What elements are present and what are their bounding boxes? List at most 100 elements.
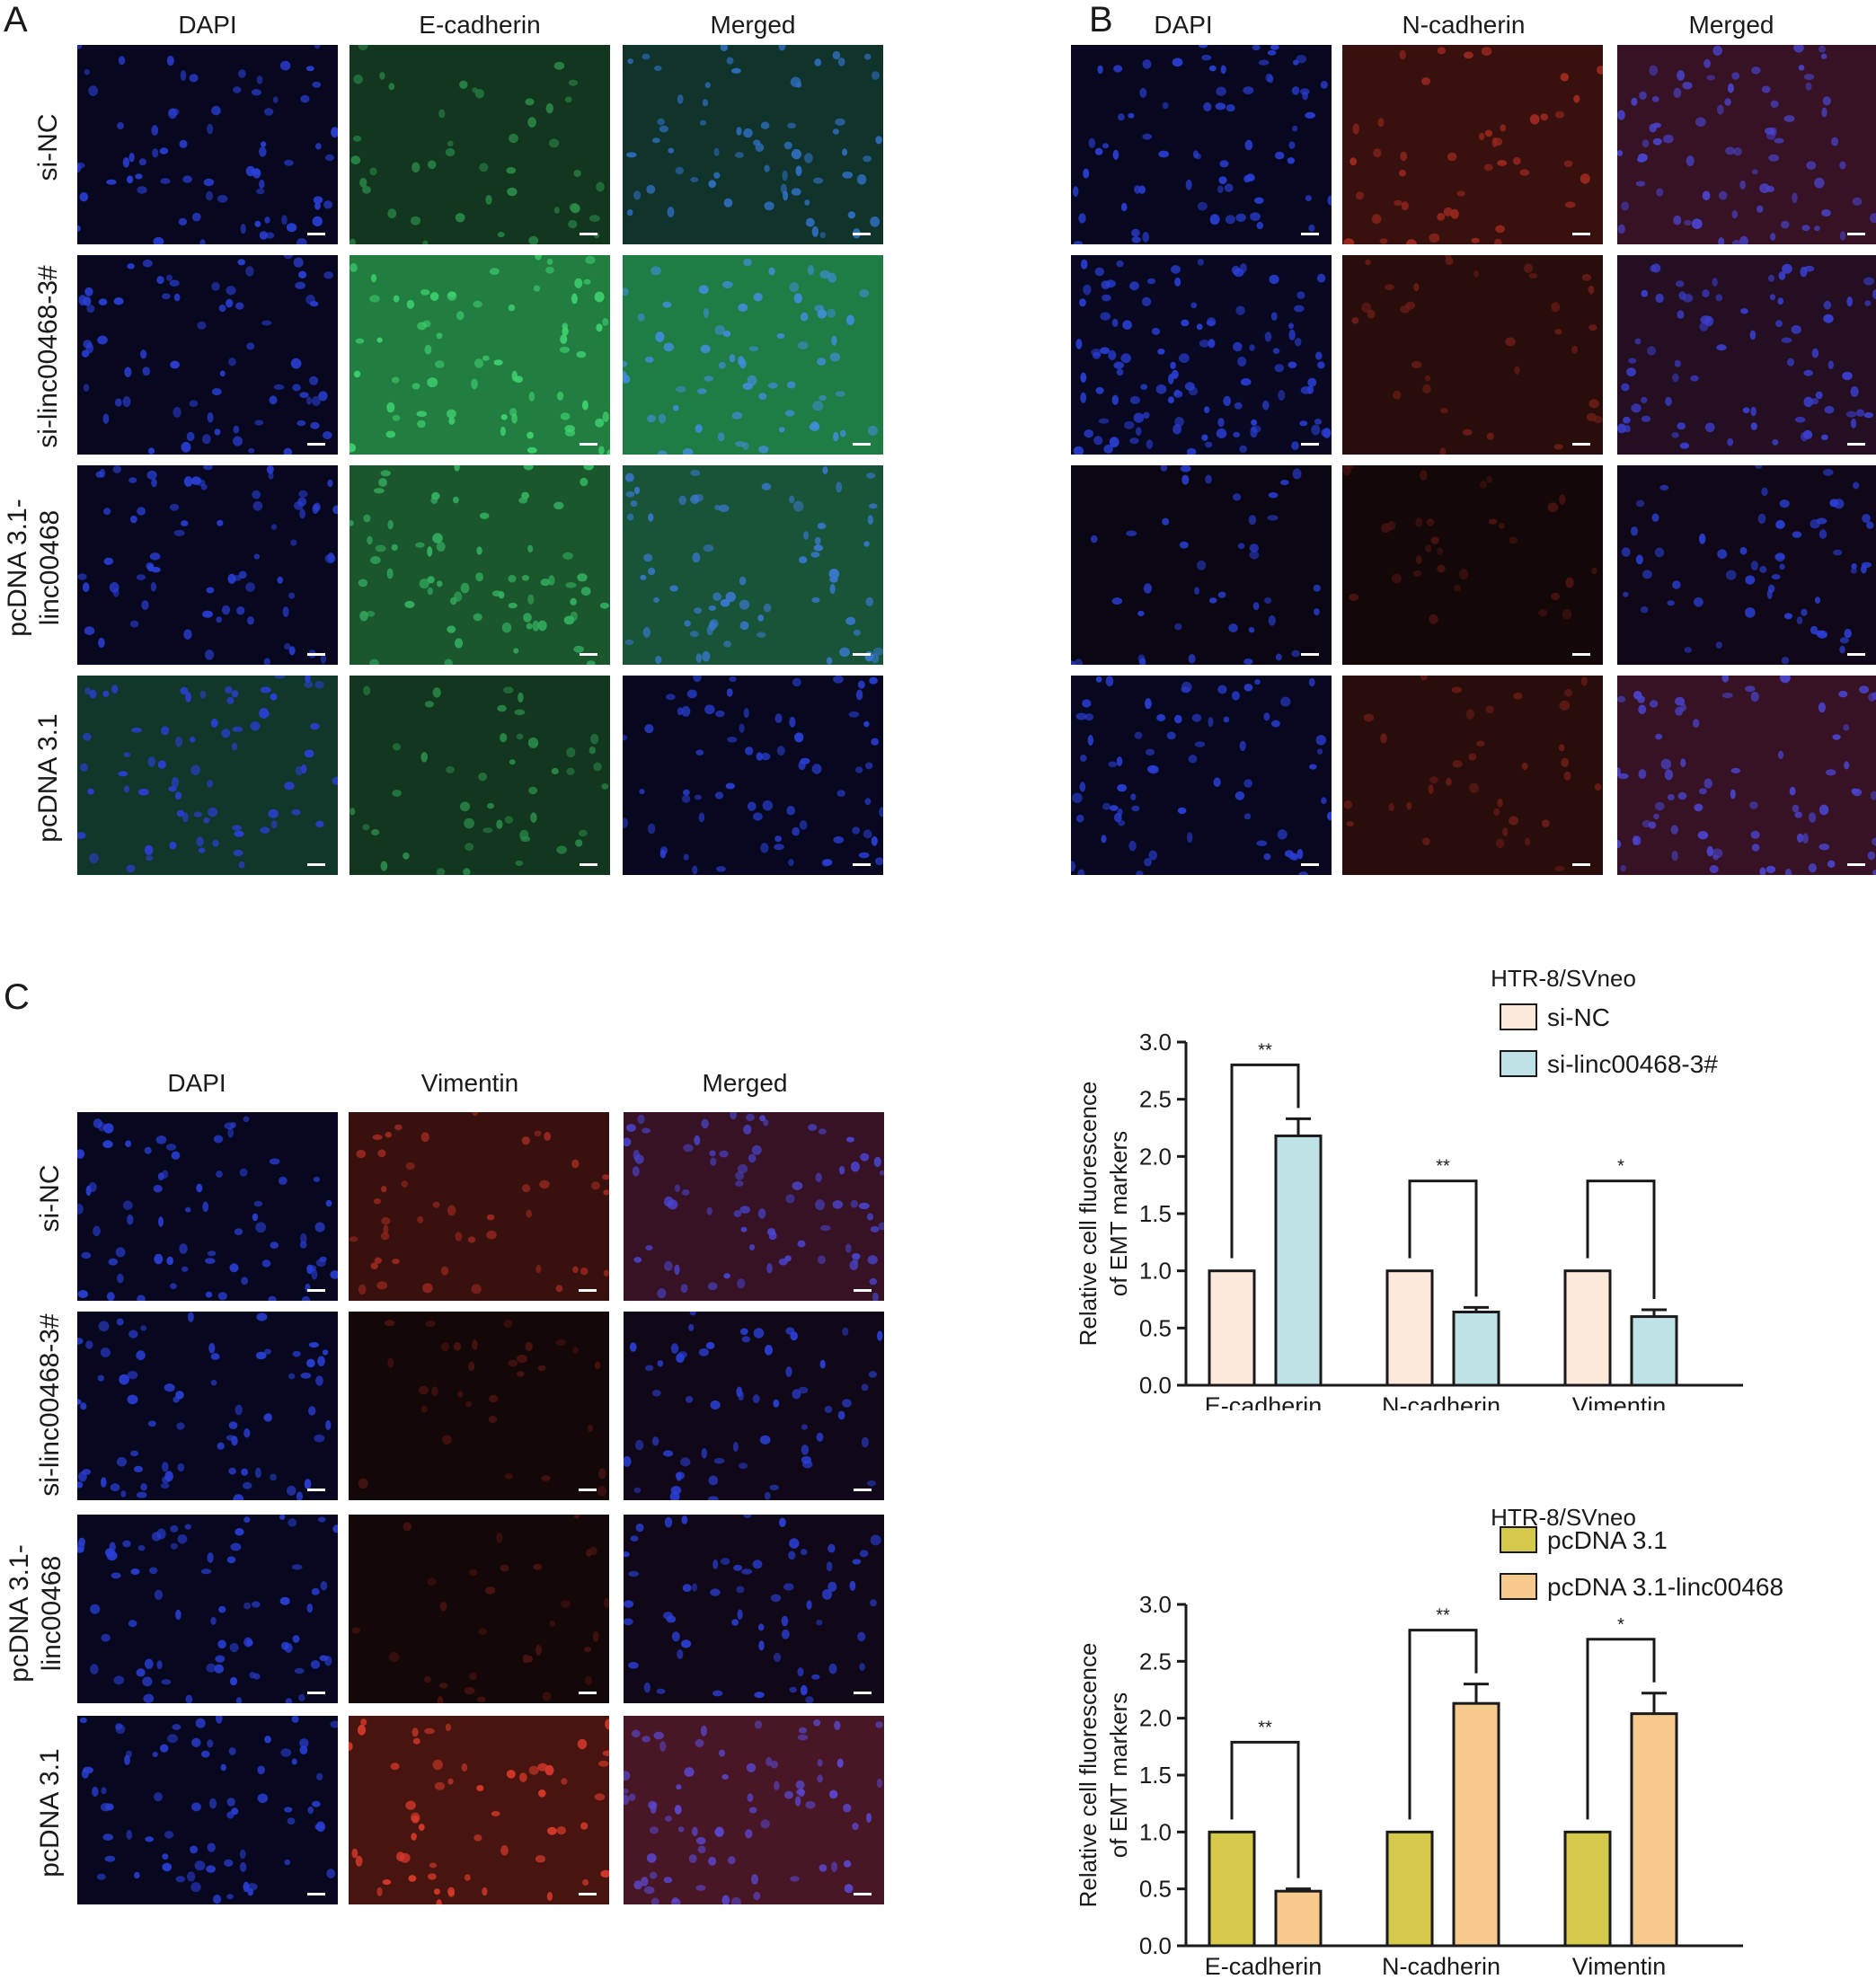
scale-bar [579,1289,597,1292]
legend-label-1: pcDNA 3.1-linc00468 [1547,1573,1783,1601]
scale-bar [1572,653,1590,656]
panel-b-micrograph-r1-c1 [1071,45,1332,244]
panel-a-micrograph-r3-c3 [623,465,883,665]
scale-bar [307,653,325,656]
y-tick-label: 1.0 [1139,1258,1172,1285]
scale-bar [1572,863,1590,866]
legend-label-0: si-NC [1547,1003,1610,1031]
bar-pcdna-3-1-e-cadherin [1209,1832,1254,1946]
y-tick-label: 1.5 [1139,1762,1172,1789]
x-tick-label-vimentin: Vimentin [1572,1392,1667,1410]
panel-c-micrograph-r3-c3 [624,1515,884,1703]
panel-a-row-pcdna-linc: pcDNA 3.1- linc00468 [2,499,66,636]
scale-bar [853,653,871,656]
panel-c-micrograph-r2-c2 [349,1312,609,1500]
legend-label-0: pcDNA 3.1 [1547,1526,1668,1554]
panel-a-micrograph-r2-c2 [350,255,610,455]
panel-c-micrograph-r1-c3 [624,1112,884,1301]
scale-bar [1847,653,1865,656]
y-tick-label: 1.5 [1139,1200,1172,1227]
scale-bar [854,1893,872,1895]
y-tick-label: 2.0 [1139,1143,1172,1170]
y-tick-label: 2.0 [1139,1705,1172,1732]
panel-b-micrograph-r4-c3 [1617,676,1876,875]
scale-bar [1847,443,1865,446]
panel-a-col-dapi: DAPI [77,11,338,40]
y-axis-label: of EMT markers [1105,1692,1132,1858]
panel-b-micrograph-r1-c3 [1617,45,1876,244]
bar-si-linc00468-3--e-cadherin [1276,1135,1321,1385]
scale-bar [1847,233,1865,235]
chart-title: HTR-8/SVneo [1491,965,1636,992]
scale-bar [579,1692,597,1694]
scale-bar [1301,233,1319,235]
scale-bar [1301,653,1319,656]
scale-bar [853,233,871,235]
panel-c-micrograph-r2-c3 [624,1312,884,1500]
panel-a-micrograph-r1-c3 [623,45,883,244]
panel-c-col-dapi: DAPI [66,1069,327,1098]
bar-si-nc-e-cadherin [1209,1271,1254,1385]
panel-b-micrograph-r4-c2 [1342,676,1603,875]
legend-swatch-1 [1500,1051,1536,1076]
panel-a-micrograph-r2-c3 [623,255,883,455]
panel-b-micrograph-r3-c2 [1342,465,1603,665]
panel-a-row-si-nc: si-NC [32,114,65,181]
panel-a-micrograph-r4-c3 [623,676,883,875]
significance-mark: ** [1258,1040,1272,1060]
scale-bar [854,1692,872,1694]
y-tick-label: 1.0 [1139,1818,1172,1845]
panel-c-row-pcdna-linc: pcDNA 3.1- linc00468 [4,1544,68,1682]
scale-bar [1572,233,1590,235]
legend-swatch-1 [1500,1574,1536,1599]
panel-c-micrograph-r3-c2 [349,1515,609,1703]
panel-c-micrograph-r3-c1 [77,1515,338,1703]
panel-c-row-si-nc: si-NC [34,1165,66,1233]
scale-bar [579,1893,597,1895]
y-tick-label: 3.0 [1139,1591,1172,1618]
scale-bar [1572,443,1590,446]
scale-bar [1301,443,1319,446]
scale-bar [307,863,325,866]
panel-b-micrograph-r3-c1 [1071,465,1332,665]
panel-b-micrograph-r4-c1 [1071,676,1332,875]
bar-pcdna-3-1-vimentin [1565,1832,1610,1946]
scale-bar [579,1489,597,1491]
y-tick-label: 3.0 [1139,1029,1172,1056]
legend-swatch-0 [1500,1004,1536,1029]
y-tick-label: 2.5 [1139,1086,1172,1113]
scale-bar [1847,863,1865,866]
y-axis-label: of EMT markers [1105,1131,1132,1296]
scale-bar [307,233,325,235]
bar-pcdna-3-1-linc00468-n-cadherin [1454,1703,1499,1946]
panel-c-col-vimentin: Vimentin [340,1069,600,1098]
scale-bar [307,1289,325,1292]
panel-b-micrograph-r2-c2 [1342,255,1603,455]
bar-si-nc-n-cadherin [1387,1271,1432,1385]
y-axis-label: Relative cell fluorescence [1075,1082,1102,1347]
panel-b-col-ncadherin: N-cadherin [1333,11,1594,40]
panel-a-micrograph-r1-c1 [77,45,338,244]
significance-mark: ** [1258,1718,1272,1737]
panel-b-micrograph-r2-c1 [1071,255,1332,455]
y-axis-label: Relative cell fluorescence [1075,1643,1102,1908]
panel-a-micrograph-r4-c2 [350,676,610,875]
panel-c-row-pcdna: pcDNA 3.1 [34,1748,66,1877]
scale-bar [854,1489,872,1491]
bar-si-nc-vimentin [1565,1271,1610,1385]
panel-a-col-ecadherin: E-cadherin [350,11,610,40]
y-tick-label: 0.0 [1139,1932,1172,1959]
panel-c-micrograph-r4-c1 [77,1716,338,1904]
scale-bar [853,863,871,866]
panel-label-a: A [4,0,28,40]
x-tick-label-vimentin: Vimentin [1572,1953,1667,1980]
significance-mark: ** [1436,1157,1450,1177]
scale-bar [580,233,597,235]
panel-c-row-si-linc: si-linc00468-3# [34,1313,66,1496]
y-tick-label: 0.0 [1139,1372,1172,1399]
panel-a-micrograph-r1-c2 [350,45,610,244]
bar-pcdna-3-1-linc00468-e-cadherin [1276,1891,1321,1946]
panel-a-row-pcdna: pcDNA 3.1 [32,713,65,842]
